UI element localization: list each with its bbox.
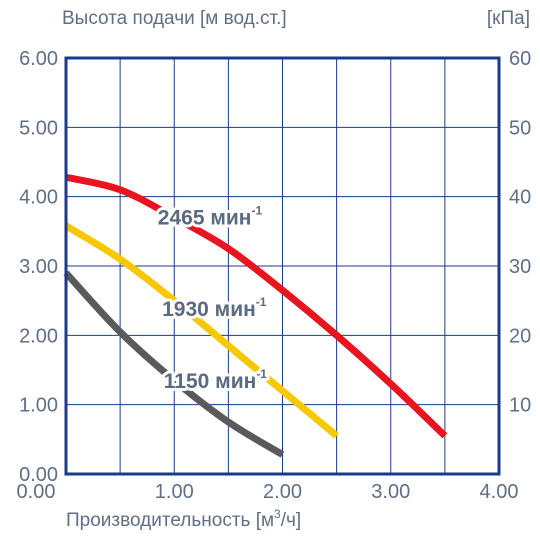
x-axis-title-sup: 3 (274, 507, 281, 521)
y-right-tick-label: 30 (509, 256, 531, 278)
series-label: 1930 мин-1 (159, 292, 270, 324)
curve-layer (63, 173, 448, 458)
x-tick-label: 0.00 (17, 481, 56, 503)
series-line (65, 173, 448, 439)
x-tick-label: 3.00 (371, 481, 410, 503)
y-axis-title: Высота подачи [м вод.ст.] (62, 8, 287, 29)
series-label-text: 1930 мин-1 (162, 295, 267, 321)
y-tick-label: 4.00 (19, 187, 58, 209)
y-right-tick-label: 10 (509, 395, 531, 417)
series-label-name: 2465 мин (158, 206, 252, 229)
series-label-text: 2465 мин-1 (158, 203, 263, 229)
series-line (64, 222, 339, 439)
series-label-sup: -1 (256, 295, 267, 309)
series-label: 2465 мин-1 (155, 200, 266, 232)
x-tick-label: 1.00 (155, 481, 194, 503)
y-tick-label: 0.00 (19, 464, 58, 486)
x-axis-title: Производительность [м3/ч] (66, 507, 301, 531)
series-label-sup: -1 (251, 203, 262, 217)
y-tick-label: 3.00 (19, 256, 58, 278)
y-tick-label: 5.00 (19, 117, 58, 139)
tick-layer: 0.00 1.00 2.00 3.00 4.00 5.00 6.00 10 20 30 40 50 60… (17, 48, 532, 503)
series-label-text: 1150 мин-1 (164, 367, 268, 393)
x-axis-title-end: /ч] (281, 510, 301, 531)
plot-frame (64, 56, 501, 476)
y-axis-right-title: [кПа] (487, 8, 530, 29)
x-axis-title-main: Производительность [м (66, 510, 274, 531)
series-label: 1150 мин-1 (161, 364, 271, 396)
x-tick-label: 4.00 (480, 481, 519, 503)
series-line (63, 270, 285, 458)
series-label-sup: -1 (256, 367, 267, 381)
series-label-name: 1150 мин (164, 370, 257, 393)
y-tick-label: 2.00 (19, 325, 58, 347)
y-tick-label: 6.00 (19, 48, 58, 70)
y-right-tick-label: 60 (509, 48, 531, 70)
x-tick-label: 2.00 (263, 481, 302, 503)
series-label-name: 1930 мин (162, 298, 256, 321)
y-tick-label: 1.00 (19, 395, 58, 417)
y-right-tick-label: 20 (509, 325, 531, 347)
y-right-tick-label: 40 (509, 187, 531, 209)
y-right-tick-label: 50 (509, 117, 531, 139)
